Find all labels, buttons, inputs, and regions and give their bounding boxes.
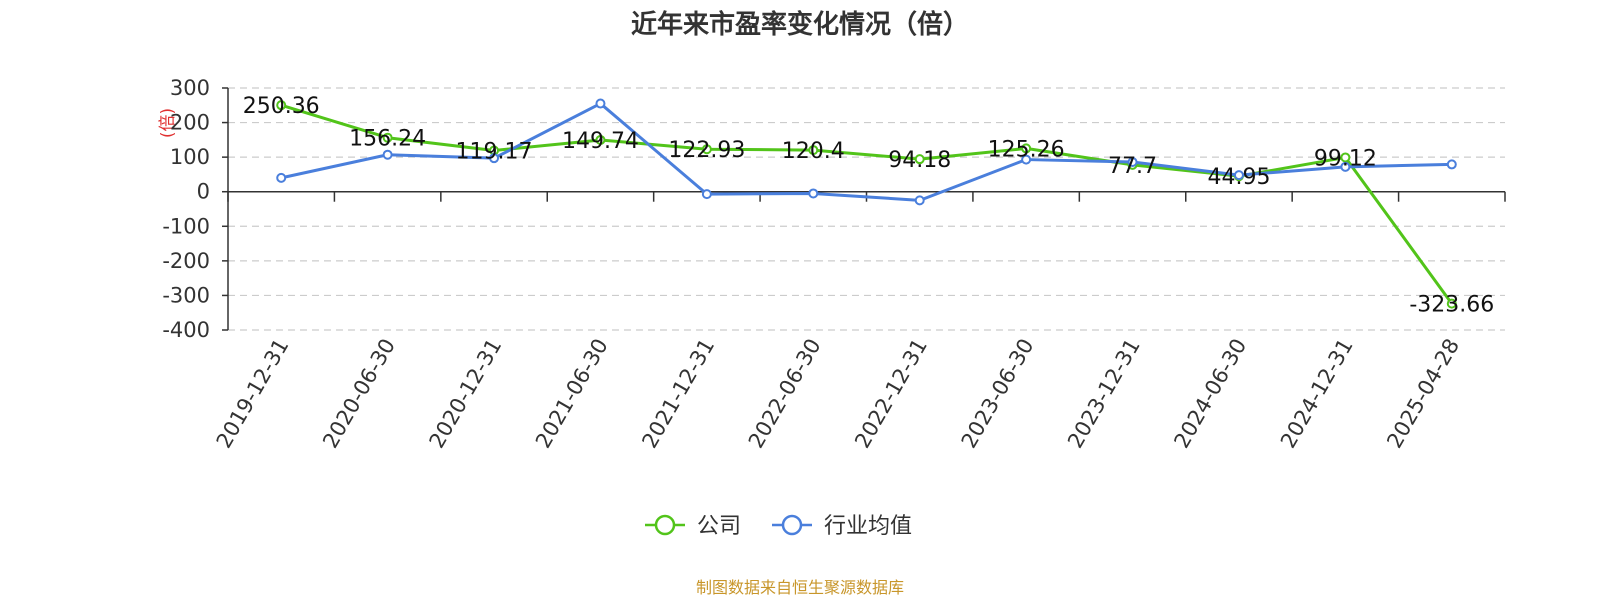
x-tick-label: 2020-06-30 xyxy=(318,335,400,453)
data-point xyxy=(701,189,712,200)
data-label: 156.24 xyxy=(349,127,426,152)
data-point xyxy=(1233,170,1244,181)
data-point xyxy=(1021,154,1032,165)
y-tick-label: 100 xyxy=(170,145,210,169)
data-point xyxy=(595,98,606,109)
data-point xyxy=(1021,143,1032,154)
legend-swatch-marker xyxy=(781,514,803,536)
grid-lines xyxy=(228,87,1505,331)
data-label: -323.66 xyxy=(1409,293,1494,318)
legend: 公司 行业均值 xyxy=(645,514,912,539)
series-lines xyxy=(276,98,1457,309)
data-label: 250.36 xyxy=(243,94,320,119)
x-tick-label: 2021-06-30 xyxy=(531,335,613,453)
y-tick-label: -200 xyxy=(162,249,210,273)
x-tick-label: 2021-12-31 xyxy=(637,335,719,453)
data-label: 99.12 xyxy=(1314,146,1377,171)
legend-label: 公司 xyxy=(697,514,741,539)
data-point xyxy=(1446,159,1457,170)
data-point xyxy=(382,132,393,143)
legend-label: 行业均值 xyxy=(824,514,912,539)
data-label: 44.95 xyxy=(1207,165,1270,190)
source-note: 制图数据来自恒生聚源数据库 xyxy=(696,578,904,597)
data-point xyxy=(914,195,925,206)
data-label: 94.18 xyxy=(888,148,951,173)
x-tick-label: 2022-12-31 xyxy=(850,335,932,453)
x-tick-label: 2025-04-28 xyxy=(1382,335,1464,453)
x-tick-label: 2023-06-30 xyxy=(957,335,1039,453)
x-tick-label: 2023-12-31 xyxy=(1063,335,1145,453)
x-tick-label: 2024-06-30 xyxy=(1169,335,1251,453)
y-tick-label: 300 xyxy=(170,76,210,100)
data-point xyxy=(808,188,819,199)
x-tick-label: 2024-12-31 xyxy=(1276,335,1358,453)
data-point xyxy=(595,134,606,145)
data-point xyxy=(382,149,393,160)
x-tick-label: 2020-12-31 xyxy=(425,335,507,453)
data-label: 77.7 xyxy=(1108,154,1157,179)
y-tick-label: 200 xyxy=(170,111,210,135)
y-tick-label: -100 xyxy=(162,214,210,238)
data-label: 119.17 xyxy=(456,140,533,165)
y-axis-label: (倍) xyxy=(158,108,178,138)
data-point xyxy=(1340,161,1351,172)
data-point xyxy=(1340,152,1351,163)
data-point xyxy=(808,145,819,156)
series-line-1 xyxy=(280,102,1452,202)
data-point xyxy=(1127,156,1138,167)
data-point xyxy=(276,100,287,111)
x-tick-label: 2022-06-30 xyxy=(744,335,826,453)
data-label: 120.4 xyxy=(782,139,845,164)
data-label: 122.93 xyxy=(668,138,745,163)
y-tick-label: -400 xyxy=(162,318,210,342)
legend-swatch-marker xyxy=(654,514,676,536)
series-line-0 xyxy=(280,103,1454,305)
data-point xyxy=(914,154,925,165)
data-point xyxy=(489,153,500,164)
x-tick-label: 2019-12-31 xyxy=(212,335,294,453)
data-point xyxy=(701,144,712,155)
data-label: 125.26 xyxy=(988,137,1065,162)
data-point xyxy=(1446,298,1457,309)
y-tick-label: -300 xyxy=(162,283,210,307)
data-labels: 250.36 156.24 119.17 149.74 122.93 120.4 94.18… xyxy=(243,94,1495,317)
chart-title: 近年来市盈率变化情况（倍） xyxy=(631,9,969,40)
data-point xyxy=(276,172,287,183)
data-label: 149.74 xyxy=(562,129,639,154)
y-tick-label: 0 xyxy=(197,180,210,204)
